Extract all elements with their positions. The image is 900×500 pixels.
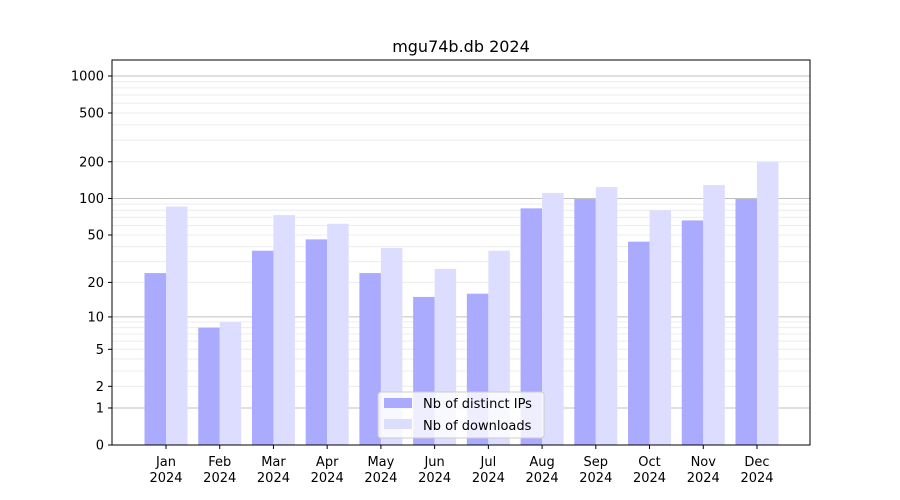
- y-tick-label: 1: [96, 401, 104, 416]
- x-tick-label: Aug 2024: [526, 455, 559, 486]
- bar-ips: [198, 327, 220, 445]
- bar-downloads: [273, 215, 295, 445]
- x-tick-label: May 2024: [364, 455, 397, 486]
- bar-ips: [520, 208, 543, 445]
- x-tick-label: Mar 2024: [257, 455, 290, 486]
- x-tick-label: Oct 2024: [633, 455, 666, 486]
- bar-ips: [681, 220, 704, 445]
- bar-downloads: [166, 206, 188, 445]
- x-tick-label: Jun 2024: [418, 455, 451, 486]
- legend-label-ips: Nb of distinct IPs: [423, 397, 532, 412]
- legend-label-downloads: Nb of downloads: [423, 419, 532, 434]
- x-tick-label: Jul 2024: [472, 455, 505, 486]
- bar-ips: [574, 199, 596, 445]
- y-tick-label: 500: [79, 106, 104, 121]
- y-tick-label: 10: [87, 310, 104, 325]
- y-tick-label: 1000: [71, 70, 104, 85]
- x-tick-label: Feb 2024: [203, 455, 236, 486]
- y-tick-label: 20: [87, 276, 104, 291]
- y-tick-label: 200: [79, 155, 104, 170]
- bar-downloads: [219, 322, 242, 445]
- bar-downloads: [542, 192, 564, 445]
- legend: Nb of distinct IPs Nb of downloads: [377, 391, 545, 439]
- plot-frame: [111, 59, 811, 446]
- x-tick-label: Apr 2024: [311, 455, 344, 486]
- bar-ips: [735, 199, 757, 445]
- bar-downloads: [327, 223, 349, 445]
- y-tick-label: 5: [96, 343, 104, 358]
- x-tick-label: Sep 2024: [579, 455, 612, 486]
- chart-title: mgu74b.db 2024: [392, 37, 530, 56]
- legend-swatch-downloads: [384, 419, 412, 429]
- y-tick-label: 2: [96, 380, 104, 395]
- bar-ips: [305, 239, 328, 445]
- x-tick-label: Jan 2024: [149, 455, 182, 486]
- bar-ips: [251, 250, 274, 445]
- bar-downloads: [649, 210, 672, 445]
- bar-ips: [628, 241, 650, 445]
- x-tick-label: Dec 2024: [740, 455, 773, 486]
- y-tick-label: 0: [96, 439, 104, 454]
- bar-downloads: [595, 187, 618, 445]
- y-tick-label: 100: [79, 192, 104, 207]
- legend-swatch-ips: [384, 398, 412, 408]
- bar-downloads: [757, 161, 779, 445]
- y-tick-label: 50: [87, 229, 104, 244]
- x-tick-label: Nov 2024: [687, 455, 720, 486]
- bar-ips: [144, 273, 166, 445]
- bar-downloads: [703, 185, 725, 445]
- bar-ips: [359, 273, 381, 445]
